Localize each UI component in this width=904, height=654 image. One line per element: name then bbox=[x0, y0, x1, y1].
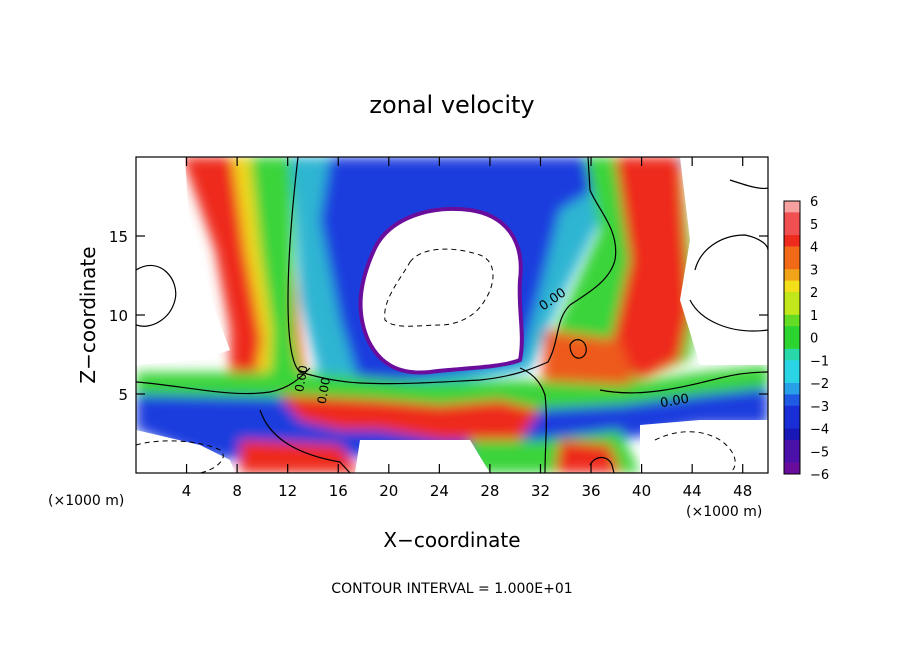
colorbar-label: −3 bbox=[810, 400, 829, 415]
x-tick-label: 24 bbox=[430, 482, 449, 500]
colorbar-label: 4 bbox=[810, 241, 818, 256]
colorbar-label: 0 bbox=[810, 332, 818, 347]
colorbar-label: −6 bbox=[810, 468, 829, 483]
y-tick-label: 15 bbox=[109, 228, 128, 246]
colorbar-swatch bbox=[784, 280, 800, 293]
colorbar-swatch bbox=[784, 417, 800, 429]
contour-label: 0.00 bbox=[315, 376, 333, 405]
x-tick-label: 20 bbox=[379, 482, 398, 500]
colorbar-swatch bbox=[784, 223, 800, 236]
x-tick-label: 40 bbox=[632, 482, 651, 500]
colorbar-swatch bbox=[784, 348, 800, 361]
chart-title: zonal velocity bbox=[369, 91, 534, 119]
y-tick-label: 5 bbox=[118, 386, 128, 404]
colorbar-frame bbox=[783, 200, 801, 475]
x-tick-label: 4 bbox=[182, 482, 192, 500]
colorbar-swatch bbox=[784, 246, 800, 259]
colorbar-swatch bbox=[784, 371, 800, 384]
y-axis: 5 10 15 bbox=[109, 228, 768, 404]
x-tick-label: 44 bbox=[683, 482, 702, 500]
x-tick-label: 16 bbox=[329, 482, 348, 500]
x-tick-label: 36 bbox=[581, 482, 600, 500]
contour-interval-footer: CONTOUR INTERVAL = 1.000E+01 bbox=[331, 581, 572, 597]
colorbar-label: −5 bbox=[810, 445, 829, 460]
y-tick-label: 10 bbox=[109, 307, 128, 325]
colorbar-swatch bbox=[784, 394, 800, 407]
colorbar-label: −1 bbox=[810, 354, 829, 369]
colorbar-swatch bbox=[784, 292, 800, 304]
colorbar-swatch bbox=[784, 428, 800, 441]
colorbar-swatch bbox=[784, 326, 800, 338]
x-unit-left: (×1000 m) bbox=[48, 493, 124, 509]
colorbar-label: −4 bbox=[810, 423, 829, 438]
vortex-core bbox=[360, 208, 522, 373]
colorbar-swatch bbox=[784, 201, 800, 213]
colorbar: 6 5 4 3 2 1 0 −1 −2 −3 −4 −5 −6 bbox=[783, 195, 829, 483]
colorbar-swatch bbox=[784, 314, 800, 327]
x-axis: 4 8 12 16 20 24 28 32 36 40 44 48 bbox=[182, 157, 752, 500]
x-tick-label: 28 bbox=[480, 482, 499, 500]
colorbar-label: 5 bbox=[810, 218, 818, 233]
colorbar-label: −2 bbox=[810, 377, 829, 392]
colorbar-swatch bbox=[784, 462, 800, 475]
colorbar-swatch bbox=[784, 451, 800, 464]
contour-lines bbox=[136, 157, 768, 473]
y-axis-label: Z−coordinate bbox=[76, 246, 100, 383]
contour-label: 0.00 bbox=[659, 392, 690, 412]
x-tick-label: 8 bbox=[232, 482, 242, 500]
contour-label: 0.00 bbox=[292, 364, 310, 393]
x-tick-label: 48 bbox=[733, 482, 752, 500]
colorbar-swatch bbox=[784, 303, 800, 316]
colorbar-label: 2 bbox=[810, 286, 818, 301]
x-unit-right: (×1000 m) bbox=[686, 504, 762, 520]
colorbar-label: 1 bbox=[810, 309, 818, 324]
colorbar-swatch bbox=[784, 383, 800, 395]
colorbar-swatch bbox=[784, 360, 800, 373]
colorbar-swatch bbox=[784, 269, 800, 282]
colorbar-label: 3 bbox=[810, 263, 818, 278]
colorbar-swatch bbox=[784, 405, 800, 418]
dashed-contours bbox=[136, 248, 736, 473]
colorbar-swatch bbox=[784, 337, 800, 350]
plot-area: 0.00 0.00 0.00 0.00 bbox=[136, 157, 768, 473]
colorbar-label: 6 bbox=[810, 195, 818, 210]
colorbar-swatch bbox=[784, 439, 800, 452]
colorbar-swatch bbox=[784, 235, 800, 247]
x-axis-label: X−coordinate bbox=[383, 528, 520, 552]
x-tick-label: 12 bbox=[278, 482, 297, 500]
colorbar-swatch bbox=[784, 212, 800, 225]
colorbar-swatch bbox=[784, 257, 800, 270]
x-tick-label: 32 bbox=[531, 482, 550, 500]
